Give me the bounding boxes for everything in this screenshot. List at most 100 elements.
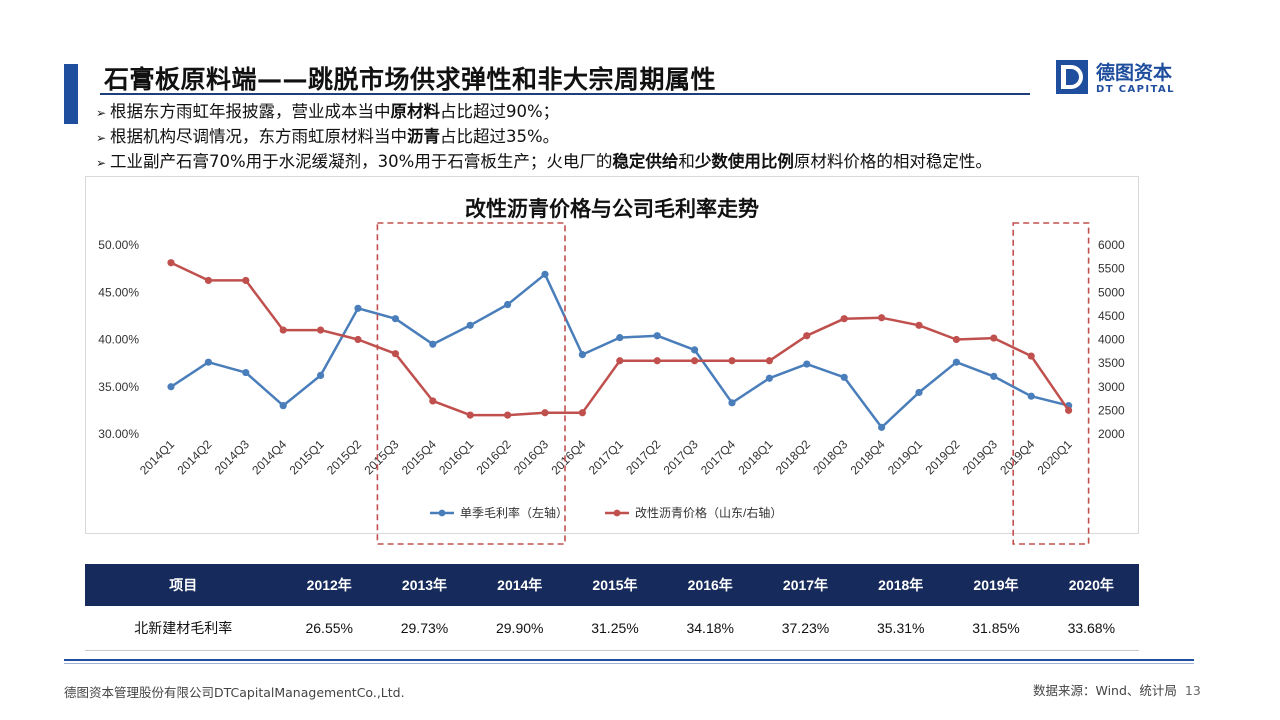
series-1-point [204, 358, 212, 366]
footer-source: 数据来源：Wind、统计局 13 [1033, 680, 1201, 699]
bullet-arrow-icon: ➢ [96, 156, 107, 170]
chart-title: 改性沥青价格与公司毛利率走势 [465, 197, 759, 221]
series-2-point [391, 350, 399, 358]
footer-company: 德图资本管理股份有限公司DTCapitalManagementCo.,Ltd. [64, 685, 405, 700]
bullet-item-1: ➢ 根据东方雨虹年报披露，营业成本当中原材料占比超过90%； [96, 100, 992, 125]
y-left-tick-label: 40.00% [98, 333, 139, 347]
y-right-tick-label: 5000 [1098, 285, 1125, 299]
y-right-tick-label: 3000 [1098, 380, 1125, 394]
x-tick-label: 2018Q4 [848, 437, 888, 477]
series-line-1 [170, 273, 1069, 429]
table-header-cell: 2014年 [472, 564, 568, 606]
series-2-point [878, 314, 886, 322]
series-1-point [616, 334, 624, 342]
x-tick-label: 2015Q4 [399, 437, 439, 477]
table-header-cell: 项目 [85, 564, 282, 606]
x-tick-label: 2016Q1 [436, 437, 476, 477]
x-tick-label: 2019Q4 [997, 437, 1037, 477]
series-2-point [803, 332, 811, 340]
y-right-tick-label: 5500 [1098, 262, 1125, 276]
table-cell: 31.25% [567, 606, 663, 651]
page-title: 石膏板原料端——跳脱市场供求弹性和非大宗周期属性 [104, 65, 717, 94]
series-1-point [167, 383, 175, 391]
bullet-item-2: ➢ 根据机构尽调情况，东方雨虹原材料当中沥青占比超过35%。 [96, 125, 992, 150]
x-tick-label: 2019Q1 [885, 437, 925, 477]
series-2-point [691, 357, 699, 365]
series-2-point [541, 409, 549, 417]
highlight-box-2 [1012, 222, 1090, 545]
x-tick-label: 2017Q4 [698, 437, 738, 477]
series-1-point [803, 360, 811, 368]
series-2-point [765, 357, 774, 365]
series-1-point [504, 300, 512, 309]
x-tick-label: 2015Q3 [361, 437, 401, 477]
table-header-cell: 2018年 [853, 564, 949, 606]
series-1-point [429, 340, 437, 348]
series-2-point [429, 397, 437, 405]
x-tick-label: 2016Q2 [474, 437, 514, 477]
y-right-tick-label: 4500 [1098, 309, 1125, 323]
table-cell: 34.18% [662, 606, 758, 651]
page-number: 13 [1184, 683, 1201, 698]
table-header-cell: 2017年 [757, 564, 854, 606]
series-2-point [354, 335, 362, 344]
x-tick-label: 2016Q3 [511, 437, 551, 477]
x-tick-label: 2019Q2 [922, 437, 962, 477]
x-tick-label: 2015Q1 [287, 437, 327, 477]
series-1-point [952, 358, 961, 366]
x-tick-label: 2014Q4 [249, 437, 289, 477]
series-2-point [466, 411, 474, 419]
title-divider [100, 93, 1030, 95]
series-1-point [728, 399, 736, 407]
legend-label-2: 改性沥青价格（山东/右轴） [635, 505, 782, 520]
line-chart: 改性沥青价格与公司毛利率走势 30.00% 35.00% 40.00% 45.00% 50… [98, 197, 1125, 545]
bullet-item-3: ➢ 工业副产石膏70%用于水泥缓凝剂，30%用于石膏板生产；火电厂的稳定供给和少数… [96, 150, 992, 175]
x-tick-label: 2018Q3 [810, 437, 850, 477]
y-left-tick-label: 30.00% [98, 427, 139, 441]
table-header-cell: 2012年 [281, 564, 377, 606]
table-cell: 35.31% [853, 606, 949, 651]
table-cell: 33.68% [1043, 606, 1139, 651]
footer-divider [64, 659, 1194, 661]
series-1-point [990, 372, 998, 380]
company-logo: 德图资本 DT CAPITAL [1056, 60, 1186, 96]
y-left-tick-label: 35.00% [98, 380, 139, 394]
y-right-tick-label: 6000 [1098, 238, 1125, 252]
series-1-point [354, 304, 362, 312]
series-1-point [653, 332, 661, 340]
y-left-tick-label: 45.00% [98, 285, 139, 299]
series-2-point [167, 259, 175, 267]
x-tick-label: 2014Q2 [174, 437, 214, 477]
table-cell: 26.55% [281, 606, 377, 651]
series-1-point [466, 321, 474, 329]
bullet-list: ➢ 根据东方雨虹年报披露，营业成本当中原材料占比超过90%； ➢ 根据机构尽调情况，… [96, 100, 992, 175]
series-2-point [1065, 406, 1073, 414]
legend-marker-2 [613, 509, 621, 517]
series-1-point [765, 374, 774, 382]
y-right-tick-label: 4000 [1098, 333, 1125, 347]
series-1-point [391, 315, 399, 323]
series-1-point [840, 373, 848, 381]
series-1-point [242, 368, 250, 377]
series-1-point [1027, 392, 1035, 400]
series-1-point [279, 402, 287, 410]
series-2-point [990, 334, 998, 342]
series-2-point [578, 409, 587, 417]
y-right-tick-label: 2000 [1098, 427, 1125, 441]
series-2-point [728, 357, 736, 365]
series-2-point [952, 335, 961, 344]
table-cell: 31.85% [948, 606, 1044, 651]
x-tick-label: 2019Q3 [960, 437, 1000, 477]
series-1-point [317, 371, 325, 380]
x-tick-label: 2014Q1 [137, 437, 177, 477]
series-1-point [915, 388, 923, 397]
bullet-arrow-icon: ➢ [96, 131, 107, 145]
table-header-cell: 2020年 [1043, 564, 1139, 606]
x-tick-label: 2018Q2 [773, 437, 813, 477]
logo-name-cn: 德图资本 [1096, 62, 1173, 84]
series-2-point [504, 411, 512, 419]
x-tick-label: 2014Q3 [212, 437, 252, 477]
series-2-point [242, 276, 250, 285]
table-header-row: 项目 2012年 2013年 2014年 2015年 2016年 2017年 2… [85, 564, 1139, 606]
series-1-point [578, 351, 587, 359]
